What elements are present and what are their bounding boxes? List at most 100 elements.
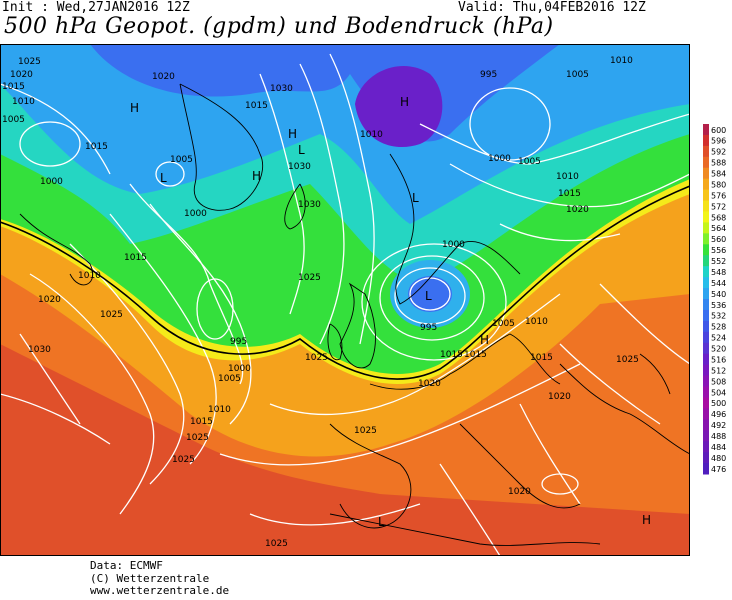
legend-swatch	[703, 320, 709, 333]
isobar-label: 1020	[10, 70, 33, 80]
legend-label: 588	[711, 159, 726, 168]
legend-label: 584	[711, 170, 726, 179]
data-source: Data: ECMWF	[90, 559, 163, 572]
weather-map: 1025 1020 1015 1010 1005 1020 1030 1015 …	[0, 44, 690, 556]
isobar-label: 1030	[298, 200, 321, 210]
legend-label: 536	[711, 301, 726, 310]
pressure-centers: H H H H H H L L L L L	[130, 95, 651, 529]
isobar-label: 1010	[208, 405, 231, 415]
legend-label: 596	[711, 137, 726, 146]
valid-time: Valid: Thu,04FEB2016 12Z	[458, 0, 646, 15]
legend-swatch	[703, 342, 709, 355]
isobar-label: 1015	[190, 417, 213, 427]
high-pressure-marker: H	[642, 513, 651, 527]
isobar-label: 995	[230, 337, 247, 347]
isobar-label: 1025	[298, 273, 321, 283]
legend-label: 568	[711, 213, 726, 222]
low-pressure-marker: L	[425, 289, 432, 303]
legend-swatch	[703, 463, 709, 475]
legend-label: 488	[711, 432, 726, 441]
isobar-label: 1010	[525, 317, 548, 327]
legend-swatch	[703, 266, 709, 278]
legend-swatch	[703, 277, 709, 289]
legend-swatch	[703, 288, 709, 300]
map-frame	[0, 44, 690, 556]
isobar-label: 1015	[530, 353, 553, 363]
legend-swatch	[703, 408, 709, 420]
legend-label: 532	[711, 312, 726, 321]
isobars	[0, 53, 690, 556]
legend-label: 564	[711, 224, 726, 233]
isobar-label: 1015	[124, 253, 147, 263]
isobar-label: 1015	[440, 350, 463, 360]
legend-label: 600	[711, 126, 726, 135]
legend-swatch	[703, 178, 709, 191]
isobar-label: 1005	[170, 155, 193, 165]
legend-swatch	[703, 364, 709, 377]
isobar-label: 1015	[245, 101, 268, 111]
init-time: Init : Wed,27JAN2016 12Z	[2, 0, 190, 15]
legend-label: 524	[711, 334, 726, 343]
legend-label: 516	[711, 355, 726, 364]
isobar-label: 1010	[610, 56, 633, 66]
legend-swatch	[703, 375, 709, 387]
legend-swatch	[703, 331, 709, 344]
isobar-label: 1030	[270, 84, 293, 94]
isobar-label: 1020	[152, 72, 175, 82]
high-pressure-marker: H	[252, 169, 261, 183]
isobar-label: 1000	[184, 209, 207, 219]
high-pressure-marker: H	[400, 95, 409, 109]
low-pressure-marker: L	[412, 191, 419, 205]
legend-label: 496	[711, 410, 726, 419]
isobar-label: 1010	[556, 172, 579, 182]
isobar-label: 1020	[38, 295, 61, 305]
high-pressure-marker: H	[288, 127, 297, 141]
isobar-label: 1015	[464, 350, 487, 360]
isobar-label: 1025	[354, 426, 377, 436]
isobar-label: 1010	[360, 130, 383, 140]
isobar-label: 995	[480, 70, 497, 80]
high-pressure-marker: H	[480, 333, 489, 347]
low-pressure-marker: L	[298, 143, 305, 157]
legend-label: 548	[711, 268, 726, 277]
legend-swatch	[703, 233, 709, 245]
isobar-label: 1025	[18, 57, 41, 67]
isobar-label: 1025	[305, 353, 328, 363]
legend-swatch	[703, 189, 709, 202]
footer: Data: ECMWF (C) Wetterzentrale www.wette…	[90, 559, 230, 598]
legend-label: 484	[711, 443, 726, 452]
legend-swatch	[703, 430, 709, 442]
geopot-field-purple	[355, 65, 443, 148]
isobar-label: 995	[420, 323, 437, 333]
contour-552	[0, 185, 690, 380]
legend-swatch	[703, 145, 709, 158]
isobar-label: 1020	[418, 379, 441, 389]
isobar-label: 1005	[518, 157, 541, 167]
legend-swatch	[703, 353, 709, 366]
isobar-label: 1025	[100, 310, 123, 320]
legend-label: 552	[711, 257, 726, 266]
isobar-label: 1025	[186, 433, 209, 443]
isobar-label: 1010	[78, 271, 101, 281]
legend-swatch	[703, 299, 709, 311]
isobar-label: 1005	[2, 115, 25, 125]
legend-swatch	[703, 244, 709, 256]
legend-swatch	[703, 309, 709, 322]
isobar-label: 1005	[492, 319, 515, 329]
legend-label: 528	[711, 323, 726, 332]
website-link[interactable]: www.wetterzentrale.de	[90, 584, 230, 597]
legend-swatch	[703, 452, 709, 464]
isobar-label: 1025	[616, 355, 639, 365]
legend-label: 492	[711, 421, 726, 430]
legend-label: 544	[711, 279, 726, 288]
legend-swatch	[703, 134, 709, 147]
legend-label: 556	[711, 246, 726, 255]
map-title: 500 hPa Geopot. (gpdm) und Bodendruck (h…	[4, 14, 554, 39]
isobar-label: 1000	[442, 240, 465, 250]
isobar-label: 1020	[566, 205, 589, 215]
legend-swatch	[703, 255, 709, 267]
legend-label: 476	[711, 465, 726, 474]
legend-swatch	[703, 211, 709, 223]
high-pressure-marker: H	[130, 101, 139, 115]
